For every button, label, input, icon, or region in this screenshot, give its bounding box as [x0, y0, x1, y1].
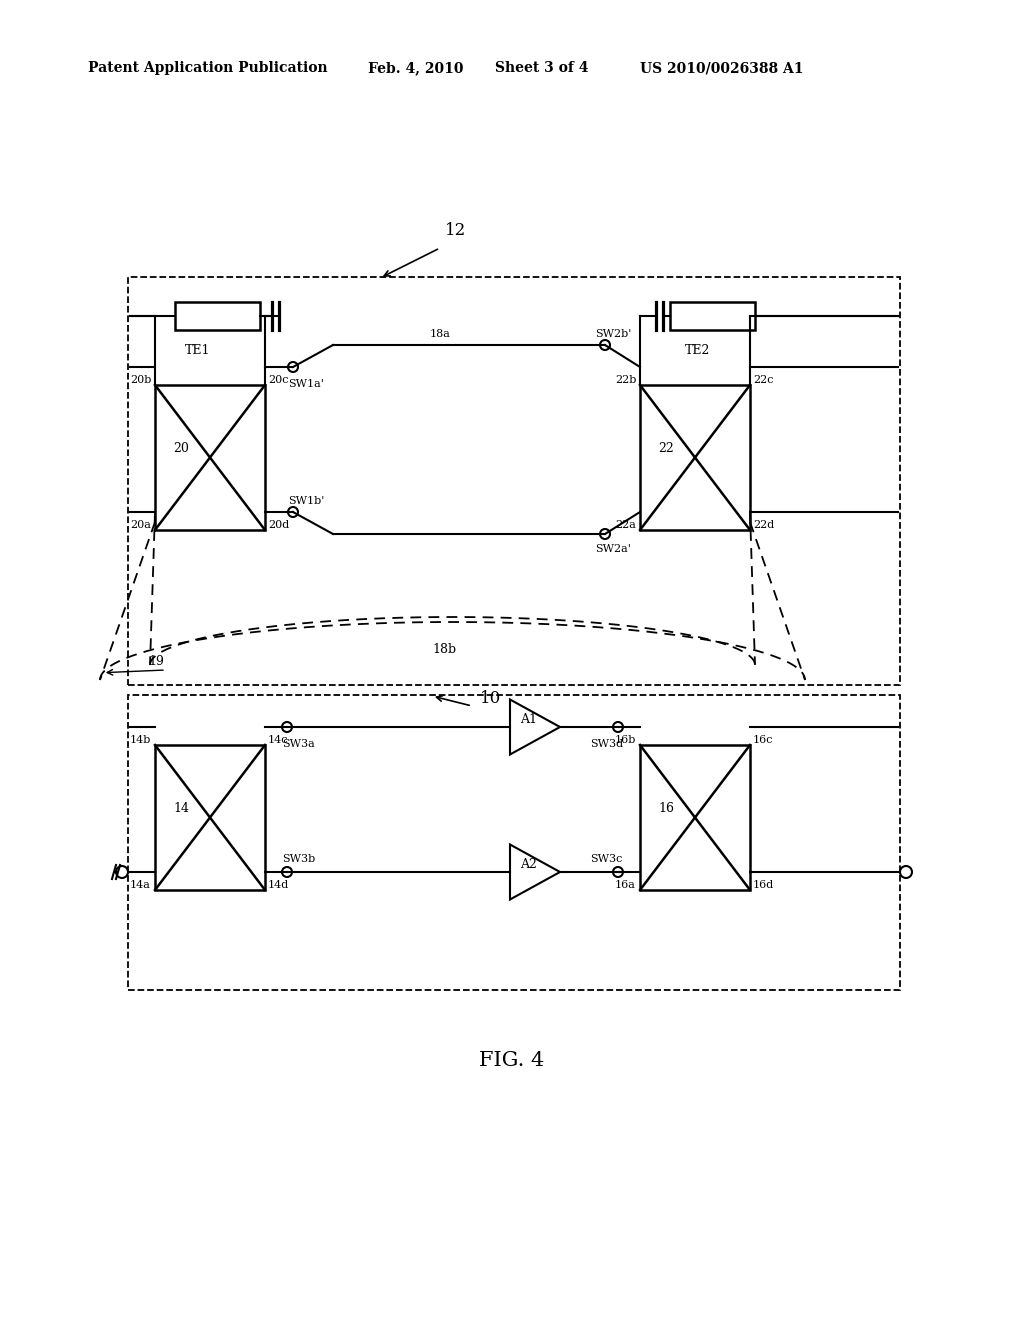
Bar — [640, 744, 750, 890]
Text: 16d: 16d — [753, 880, 774, 890]
Text: 22: 22 — [658, 442, 674, 455]
Text: 22c: 22c — [753, 375, 773, 385]
Bar — [155, 385, 265, 531]
Text: 19: 19 — [148, 655, 164, 668]
Text: Patent Application Publication: Patent Application Publication — [88, 61, 328, 75]
Text: 20d: 20d — [268, 520, 289, 531]
Text: TE1: TE1 — [185, 345, 211, 356]
Text: 16a: 16a — [615, 880, 636, 890]
Text: 14c: 14c — [268, 735, 289, 744]
Text: SW3c: SW3c — [590, 854, 623, 865]
Text: FIG. 4: FIG. 4 — [479, 1051, 545, 1069]
Bar — [155, 744, 265, 890]
Text: Sheet 3 of 4: Sheet 3 of 4 — [495, 61, 589, 75]
Bar — [128, 277, 900, 685]
Text: 14: 14 — [173, 803, 189, 816]
Text: 14a: 14a — [130, 880, 151, 890]
Text: 22d: 22d — [753, 520, 774, 531]
Text: 10: 10 — [480, 690, 502, 708]
Text: 18a: 18a — [430, 329, 451, 339]
Text: A2: A2 — [520, 858, 537, 871]
Text: TE2: TE2 — [685, 345, 711, 356]
Bar — [175, 302, 260, 330]
Text: 18b: 18b — [432, 643, 457, 656]
Text: 14b: 14b — [130, 735, 152, 744]
Text: 16b: 16b — [615, 735, 636, 744]
Text: 20a: 20a — [130, 520, 151, 531]
Text: SW2b': SW2b' — [595, 329, 632, 339]
Text: SW1a': SW1a' — [288, 379, 324, 389]
Bar — [128, 696, 900, 990]
Text: 22a: 22a — [615, 520, 636, 531]
Text: Feb. 4, 2010: Feb. 4, 2010 — [368, 61, 464, 75]
Text: SW3d: SW3d — [590, 739, 624, 748]
Bar — [670, 302, 755, 330]
Text: A1: A1 — [520, 713, 537, 726]
Text: 12: 12 — [445, 222, 466, 239]
Text: US 2010/0026388 A1: US 2010/0026388 A1 — [640, 61, 804, 75]
Text: 20b: 20b — [130, 375, 152, 385]
Text: SW3b: SW3b — [282, 854, 315, 865]
Text: SW1b': SW1b' — [288, 496, 325, 506]
Text: SW3a: SW3a — [282, 739, 314, 748]
Text: SW2a': SW2a' — [595, 544, 631, 554]
Bar — [640, 385, 750, 531]
Text: 20c: 20c — [268, 375, 289, 385]
Text: 16: 16 — [658, 803, 674, 816]
Text: 14d: 14d — [268, 880, 289, 890]
Text: 20: 20 — [173, 442, 188, 455]
Text: 16c: 16c — [753, 735, 773, 744]
Text: 22b: 22b — [615, 375, 636, 385]
